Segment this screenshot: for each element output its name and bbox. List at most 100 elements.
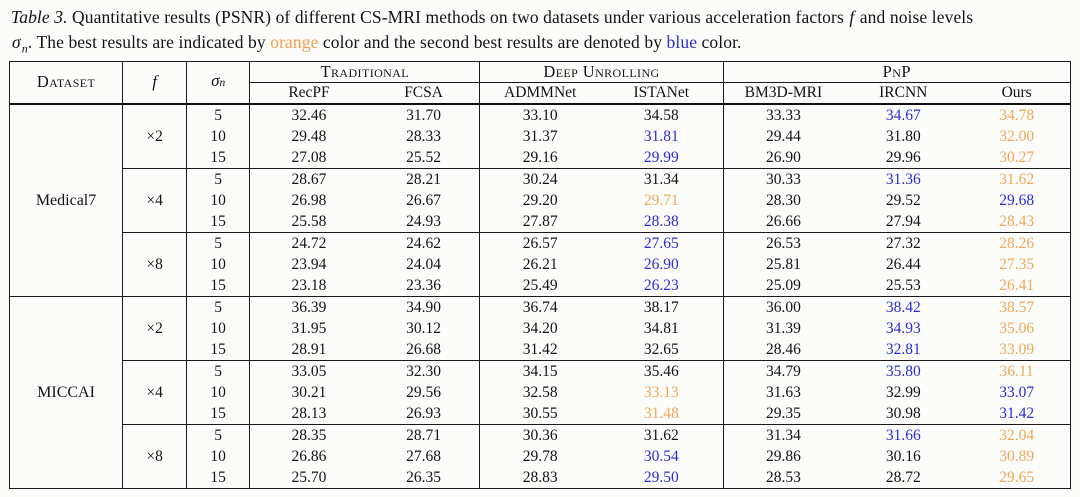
sigma-cell: 5 bbox=[186, 359, 251, 382]
psnr-cell: 31.36 bbox=[843, 167, 964, 190]
data-row: 10 30.21 29.56 32.58 33.13 31.63 32.99 33.07 bbox=[10, 381, 1071, 403]
psnr-cell: 29.20 bbox=[522, 191, 558, 209]
psnr-cell: 26.93 bbox=[367, 402, 481, 425]
psnr-cell: 30.36 bbox=[479, 423, 600, 446]
psnr-cell: 33.10 bbox=[522, 106, 558, 124]
psnr-cell: 29.99 bbox=[599, 146, 724, 169]
psnr-cell: 27.87 bbox=[522, 212, 558, 230]
method-header-ours: Ours bbox=[963, 82, 1071, 105]
table-header: Dataset f σn Traditional Deep Unrolling PnP Re… bbox=[9, 61, 1071, 105]
psnr-cell: 30.21 bbox=[291, 383, 327, 401]
psnr-cell: 28.38 bbox=[599, 210, 724, 233]
psnr-cell: 34.81 bbox=[599, 317, 724, 339]
psnr-cell: 28.35 bbox=[249, 423, 368, 446]
psnr-cell: 29.35 bbox=[765, 404, 801, 422]
results-table: Dataset f σn Traditional Deep Unrolling PnP Re… bbox=[9, 60, 1071, 489]
psnr-cell: 28.67 bbox=[249, 167, 368, 190]
psnr-cell: 30.24 bbox=[479, 167, 600, 190]
data-row: ×8 5 24.72 24.62 26.57 27.65 26.53 27.32 28.26 bbox=[10, 231, 1071, 297]
psnr-cell: 33.33 bbox=[765, 106, 801, 124]
sigma-cell: 15 bbox=[186, 466, 251, 489]
psnr-cell: 29.44 bbox=[765, 127, 801, 145]
psnr-cell: 29.48 bbox=[291, 127, 327, 145]
psnr-cell: 26.53 bbox=[723, 231, 844, 254]
data-row: MICCAI ×2 5 36.39 34.90 36.74 38.17 36.00 38.42 3… bbox=[9, 295, 1071, 489]
psnr-cell: 30.27 bbox=[999, 148, 1035, 166]
psnr-cell: 29.68 bbox=[999, 191, 1035, 209]
psnr-cell: 26.23 bbox=[599, 274, 724, 297]
psnr-cell: 29.50 bbox=[599, 466, 724, 489]
psnr-cell: 31.62 bbox=[599, 423, 724, 446]
psnr-cell: 28.26 bbox=[963, 231, 1071, 254]
caption-segment: and noise levels bbox=[855, 7, 974, 27]
psnr-cell: 30.98 bbox=[885, 404, 921, 422]
data-row: ×8 5 28.35 28.71 30.36 31.62 31.34 31.66 32.04 bbox=[10, 423, 1071, 489]
header-row-methods: RecPF FCSA ADMMNet ISTANet BM3D-MRI IRCNN Ours bbox=[10, 82, 1071, 105]
psnr-cell: 25.49 bbox=[522, 276, 558, 294]
psnr-cell: 34.58 bbox=[599, 103, 724, 126]
psnr-cell: 31.80 bbox=[885, 127, 921, 145]
psnr-cell: 31.42 bbox=[522, 340, 558, 358]
data-row: Medical7 ×2 5 32.46 31.70 33.10 34.58 33.33 34.6… bbox=[9, 103, 1071, 297]
psnr-cell: 23.18 bbox=[291, 276, 327, 294]
psnr-cell: 31.63 bbox=[765, 383, 801, 401]
table-body: Medical7 ×2 5 32.46 31.70 33.10 34.58 33.33 34.6… bbox=[9, 103, 1071, 489]
sigma-cell: 10 bbox=[186, 189, 251, 211]
caption-segment: color and the second best results are de… bbox=[318, 31, 667, 52]
sigma-cell: 10 bbox=[186, 125, 251, 147]
psnr-cell: 31.70 bbox=[367, 103, 481, 126]
psnr-cell: 30.55 bbox=[522, 404, 558, 422]
data-row: 15 27.08 25.52 29.16 29.99 26.90 29.96 30.27 bbox=[10, 146, 1071, 169]
psnr-cell: 27.65 bbox=[599, 231, 724, 254]
psnr-cell: 34.90 bbox=[367, 295, 481, 318]
psnr-cell: 31.81 bbox=[599, 125, 724, 147]
data-row: 15 25.58 24.93 27.87 28.38 26.66 27.94 28.43 bbox=[10, 210, 1071, 233]
psnr-cell: 34.67 bbox=[885, 106, 921, 124]
sigma-cell: 5 bbox=[186, 231, 251, 254]
dataset-cell: MICCAI bbox=[9, 295, 124, 489]
psnr-cell: 38.17 bbox=[599, 295, 724, 318]
psnr-cell: 33.05 bbox=[249, 359, 368, 382]
psnr-cell: 25.58 bbox=[291, 212, 327, 230]
psnr-cell: 36.74 bbox=[479, 295, 600, 318]
sigma-cell: 5 bbox=[186, 423, 251, 446]
psnr-cell: 26.57 bbox=[479, 231, 600, 254]
group-header-pnp: PnP bbox=[723, 61, 1071, 83]
factor-cell: ×2 bbox=[122, 295, 188, 361]
psnr-cell: 32.04 bbox=[963, 423, 1071, 446]
caption-segment: blue bbox=[666, 31, 698, 52]
psnr-cell: 28.13 bbox=[291, 404, 327, 422]
psnr-cell: 24.72 bbox=[249, 231, 368, 254]
factor-cell: ×4 bbox=[122, 359, 188, 425]
psnr-cell: 32.00 bbox=[999, 127, 1035, 145]
psnr-cell: 31.34 bbox=[599, 167, 724, 190]
psnr-cell: 29.86 bbox=[765, 447, 801, 465]
psnr-cell: 28.46 bbox=[765, 340, 801, 358]
data-row: 10 26.98 26.67 29.20 29.71 28.30 29.52 29.68 bbox=[10, 189, 1071, 211]
data-row: 10 29.48 28.33 31.37 31.81 29.44 31.80 32.00 bbox=[10, 125, 1071, 147]
caption-segment: orange bbox=[270, 31, 319, 52]
psnr-cell: 28.43 bbox=[999, 212, 1035, 230]
psnr-cell: 26.67 bbox=[367, 189, 481, 211]
psnr-cell: 25.52 bbox=[367, 146, 481, 169]
psnr-cell: 34.78 bbox=[999, 106, 1035, 124]
psnr-cell: 26.90 bbox=[599, 253, 724, 275]
psnr-cell: 24.93 bbox=[367, 210, 481, 233]
psnr-cell: 32.46 bbox=[291, 106, 327, 124]
psnr-cell: 28.21 bbox=[367, 167, 481, 190]
method-header-recpf: RecPF bbox=[249, 82, 368, 105]
data-row: 10 31.95 30.12 34.20 34.81 31.39 34.93 35.06 bbox=[10, 317, 1071, 339]
psnr-cell: 29.65 bbox=[999, 468, 1035, 486]
sigma-cell: 15 bbox=[186, 338, 251, 361]
psnr-cell: 25.53 bbox=[885, 276, 921, 294]
psnr-cell: 36.00 bbox=[723, 295, 844, 318]
sigma-symbol: σ bbox=[211, 71, 220, 91]
psnr-cell: 31.66 bbox=[843, 423, 964, 446]
psnr-cell: 27.68 bbox=[367, 445, 481, 467]
psnr-cell: 27.35 bbox=[999, 255, 1035, 273]
psnr-cell: 27.94 bbox=[885, 212, 921, 230]
psnr-cell: 30.89 bbox=[999, 447, 1035, 465]
sigma-subscript: n bbox=[219, 77, 226, 90]
psnr-cell: 29.56 bbox=[367, 381, 481, 403]
sigma-cell: 15 bbox=[186, 402, 251, 425]
